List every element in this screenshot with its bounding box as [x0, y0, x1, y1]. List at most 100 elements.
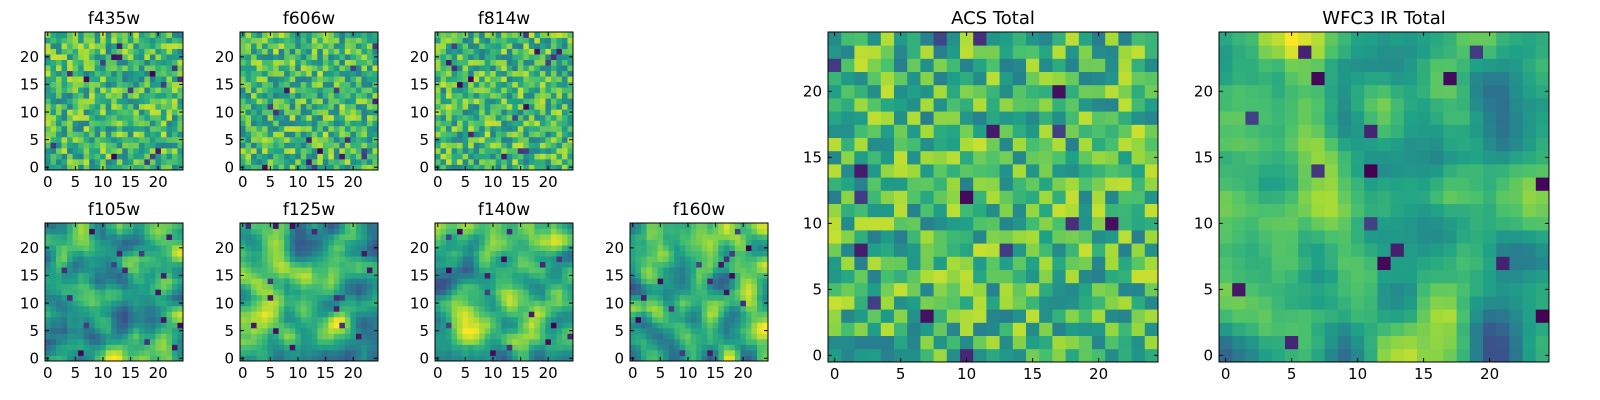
heatmap-cell: [284, 120, 291, 127]
heatmap-cell: [495, 81, 502, 88]
heatmap-cell: [83, 316, 90, 323]
x-tick-label: 10: [483, 364, 502, 382]
heatmap-cell: [707, 322, 714, 329]
heatmap-cell: [894, 150, 908, 165]
heatmap-cell: [89, 245, 96, 251]
heatmap-cell: [67, 92, 73, 99]
heatmap-cell: [641, 327, 647, 334]
heatmap-cell: [144, 272, 151, 279]
heatmap-cell: [435, 333, 441, 340]
heatmap-cell: [166, 256, 173, 263]
heatmap-cell: [528, 344, 535, 351]
heatmap-cell: [245, 349, 252, 356]
heatmap-cell: [138, 114, 145, 121]
heatmap-cell: [867, 335, 882, 350]
heatmap-cell: [306, 54, 313, 60]
heatmap-cell: [317, 37, 324, 44]
heatmap-cell: [446, 344, 452, 351]
heatmap-cell: [1026, 216, 1040, 231]
heatmap-cell: [311, 261, 318, 268]
heatmap-cell: [451, 158, 458, 165]
heatmap-cell: [56, 228, 62, 235]
heatmap-cell: [45, 43, 51, 49]
heatmap-cell: [149, 355, 156, 362]
heatmap-cell: [528, 294, 535, 301]
heatmap-cell: [462, 322, 469, 329]
heatmap-cell: [138, 283, 145, 290]
heatmap-cell: [160, 327, 167, 334]
heatmap-cell: [495, 65, 502, 72]
heatmap-cell: [240, 333, 246, 340]
heatmap-cell: [556, 338, 563, 345]
heatmap-cell: [144, 37, 151, 44]
heatmap-cell: [56, 267, 62, 274]
heatmap-cell: [1144, 216, 1159, 231]
heatmap-cell: [89, 153, 96, 160]
heatmap-cell: [67, 305, 73, 312]
heatmap-cell: [306, 349, 313, 356]
heatmap-cell: [946, 216, 961, 231]
heatmap-cell: [105, 43, 112, 49]
heatmap-cell: [155, 59, 162, 66]
x-tick-label: 10: [678, 364, 697, 382]
heatmap-cell: [523, 349, 530, 356]
heatmap-cell: [484, 92, 491, 99]
heatmap-cell: [116, 164, 123, 171]
heatmap-cell: [696, 344, 703, 351]
heatmap-cell: [440, 355, 447, 362]
heatmap-cell: [300, 120, 307, 127]
heatmap-cell: [523, 37, 530, 44]
heatmap-cell: [534, 125, 541, 132]
heatmap-cell: [78, 109, 85, 116]
heatmap-cell: [484, 305, 491, 312]
heatmap-cell: [707, 272, 714, 279]
x-tick-label: 15: [121, 173, 140, 191]
heatmap-cell: [311, 283, 318, 290]
heatmap-cell: [144, 256, 151, 263]
heatmap-cell: [355, 338, 362, 345]
heatmap-cell: [462, 272, 469, 279]
heatmap-cell: [251, 344, 257, 351]
heatmap-cell: [333, 153, 340, 160]
heatmap-cell: [273, 327, 280, 334]
heatmap-cell: [361, 37, 368, 44]
heatmap-cell: [94, 70, 101, 77]
heatmap-cell: [561, 92, 568, 99]
heatmap-cell: [289, 125, 296, 132]
heatmap-cell: [240, 131, 246, 138]
heatmap-cell: [245, 239, 252, 246]
x-tick-label: 20: [344, 173, 363, 191]
heatmap-cell: [56, 305, 62, 312]
heatmap-cell: [723, 223, 730, 229]
heatmap-cell: [160, 239, 167, 246]
heatmap-cell: [490, 158, 497, 165]
heatmap-cell: [267, 131, 274, 138]
heatmap-cell: [61, 278, 68, 285]
heatmap-cell: [289, 54, 296, 60]
heatmap-cell: [366, 87, 373, 94]
heatmap-cell: [701, 228, 708, 235]
heatmap-cell: [473, 37, 480, 44]
heatmap-cell: [366, 355, 373, 362]
heatmap-cell: [256, 300, 263, 307]
heatmap-cell: [652, 234, 658, 240]
heatmap-cell: [762, 234, 769, 240]
heatmap-cell: [506, 305, 513, 312]
heatmap-cell: [517, 54, 524, 60]
heatmap-cell: [556, 311, 563, 318]
heatmap-cell: [89, 43, 96, 49]
heatmap-cell: [707, 283, 714, 290]
heatmap-cell: [344, 43, 351, 49]
heatmap-cell: [72, 158, 79, 165]
heatmap-cell: [729, 234, 736, 240]
heatmap-cell: [495, 76, 502, 83]
x-tick-label: 5: [461, 173, 471, 191]
heatmap-cell: [701, 272, 708, 279]
heatmap-cell: [100, 65, 107, 72]
heatmap-cell: [495, 261, 502, 268]
heatmap-cell: [729, 333, 736, 340]
heatmap-cell: [545, 289, 552, 296]
heatmap-cell: [545, 311, 552, 318]
heatmap-cell: [116, 267, 123, 274]
heatmap-cell: [696, 261, 703, 268]
